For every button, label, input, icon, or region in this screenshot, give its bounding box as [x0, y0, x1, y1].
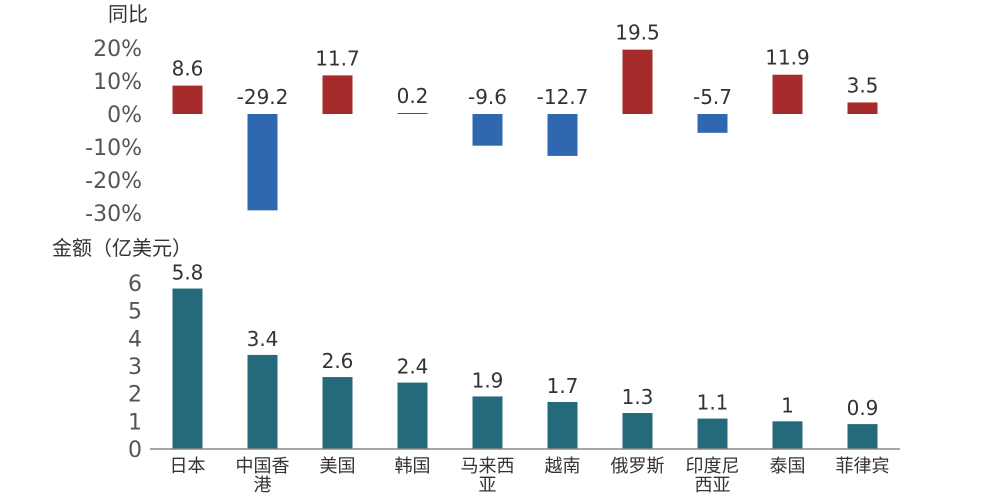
amount-bar: [247, 354, 278, 449]
yoy-value-label: 11.9: [765, 46, 810, 70]
amount-value-label: 1.1: [697, 391, 729, 415]
category-label: 美国: [320, 456, 356, 477]
yoy-bar: [247, 114, 278, 211]
yoy-value-label: -5.7: [693, 85, 732, 109]
amount-tick-label: 2: [128, 383, 142, 408]
amount-tick-label: 4: [128, 327, 142, 352]
amount-value-label: 5.8: [172, 261, 204, 285]
amount-bar: [547, 401, 578, 449]
yoy-value-label: 0.2: [397, 84, 429, 108]
amount-tick-label: 0: [128, 438, 142, 463]
yoy-tick-label: 0%: [107, 103, 142, 128]
amount-tick-label: 6: [128, 272, 142, 297]
amount-value-label: 3.4: [247, 327, 279, 351]
category-label: 马来西: [461, 456, 515, 477]
category-label: 日本: [170, 456, 206, 477]
yoy-value-label: 11.7: [315, 46, 360, 70]
yoy-tick-label: -20%: [85, 169, 142, 194]
category-label: 菲律宾: [836, 456, 890, 477]
category-label: 港: [254, 475, 272, 496]
amount-value-label: 2.6: [322, 349, 354, 373]
amount-value-label: 1.9: [472, 368, 504, 392]
yoy-bar: [547, 114, 578, 156]
amount-tick-label: 5: [128, 300, 142, 325]
amount-value-label: 1.3: [622, 385, 654, 409]
yoy-axis-title: 同比: [108, 2, 148, 26]
category-label: 越南: [545, 456, 581, 477]
amount-bar: [397, 382, 428, 449]
yoy-value-label: 3.5: [847, 73, 879, 97]
yoy-bar: [622, 49, 653, 114]
amount-value-label: 1.7: [547, 374, 579, 398]
yoy-tick-label: -30%: [85, 202, 142, 227]
category-label: 印度尼: [686, 456, 740, 477]
yoy-bar: [472, 114, 503, 146]
category-label: 西亚: [695, 475, 731, 496]
amount-value-label: 1: [781, 393, 794, 417]
yoy-bar: [772, 74, 803, 114]
yoy-bar: [397, 113, 428, 114]
amount-bar: [172, 288, 203, 449]
category-label: 中国香: [236, 456, 290, 477]
amount-bar: [847, 424, 878, 449]
category-label: 泰国: [770, 456, 806, 477]
yoy-tick-label: 20%: [93, 37, 142, 62]
amount-bar: [772, 421, 803, 449]
yoy-tick-label: -10%: [85, 136, 142, 161]
yoy-tick-label: 10%: [93, 70, 142, 95]
amount-tick-label: 1: [128, 410, 142, 435]
amount-value-label: 0.9: [847, 396, 879, 420]
amount-bar: [322, 377, 353, 449]
yoy-value-label: 8.6: [172, 57, 204, 81]
yoy-value-label: -12.7: [537, 85, 589, 109]
yoy-bar: [322, 75, 353, 114]
category-label: 俄罗斯: [611, 456, 665, 477]
yoy-bar: [172, 85, 203, 114]
category-label: 亚: [479, 475, 497, 496]
yoy-value-label: 19.5: [615, 21, 660, 45]
amount-bar: [697, 418, 728, 449]
yoy-bar: [847, 102, 878, 114]
yoy-value-label: -9.6: [468, 85, 507, 109]
amount-tick-label: 3: [128, 355, 142, 380]
yoy-chart: 20% 10% 0% -10% -20% -30% 8.6 -29.2 11.7 0.2 -9.6 -…: [85, 21, 878, 227]
amount-axis-title: 金额（亿美元）: [52, 236, 192, 260]
yoy-bar: [697, 114, 728, 133]
yoy-value-label: -29.2: [237, 85, 289, 109]
amount-value-label: 2.4: [397, 355, 429, 379]
category-label: 韩国: [395, 456, 431, 477]
amount-bar: [472, 396, 503, 449]
amount-bar: [622, 413, 653, 449]
